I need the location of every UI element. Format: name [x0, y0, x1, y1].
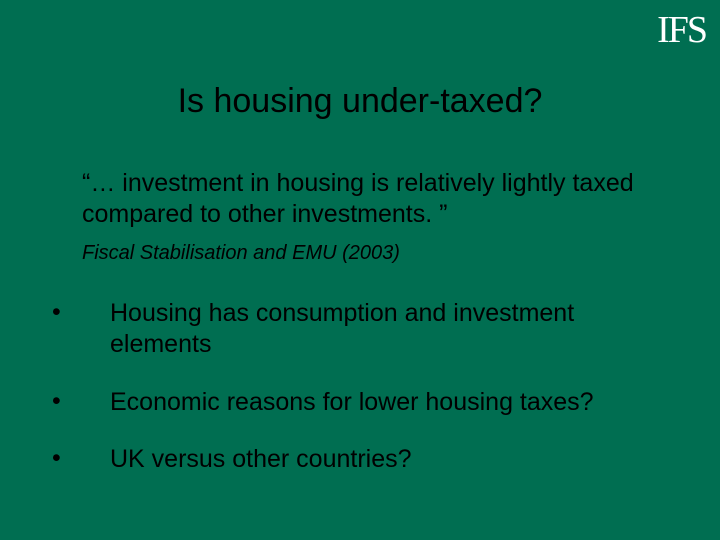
bullet-list: • Housing has consumption and investment…: [48, 298, 672, 501]
bullet-marker: •: [48, 298, 110, 327]
bullet-item: • Housing has consumption and investment…: [48, 298, 672, 361]
quote-text: “… investment in housing is relatively l…: [82, 168, 638, 231]
bullet-text: Housing has consumption and investment e…: [110, 298, 672, 361]
bullet-marker: •: [48, 387, 110, 416]
bullet-text: UK versus other countries?: [110, 444, 672, 475]
ifs-logo: IFS: [657, 8, 706, 52]
slide-title: Is housing under-taxed?: [0, 82, 720, 121]
bullet-marker: •: [48, 444, 110, 473]
bullet-item: • UK versus other countries?: [48, 444, 672, 475]
citation-text: Fiscal Stabilisation and EMU (2003): [82, 242, 400, 265]
bullet-item: • Economic reasons for lower housing tax…: [48, 387, 672, 418]
bullet-text: Economic reasons for lower housing taxes…: [110, 387, 672, 418]
